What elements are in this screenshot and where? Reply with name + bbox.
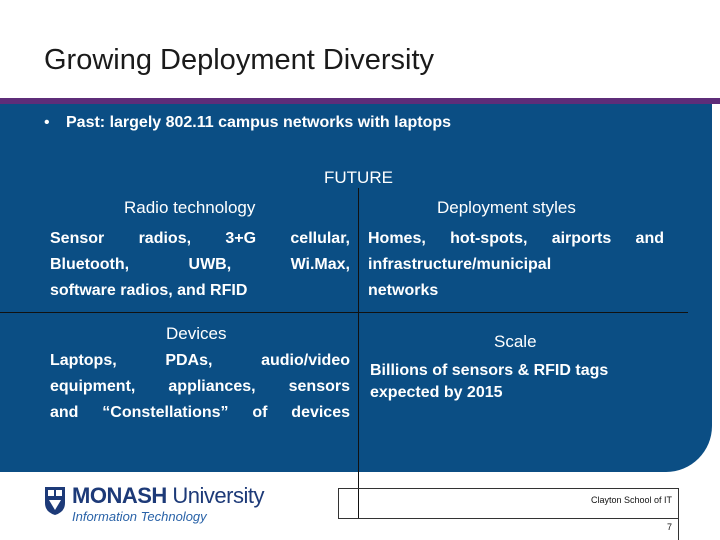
footer-frame xyxy=(338,488,679,519)
content-panel xyxy=(0,104,712,472)
slide-title: Growing Deployment Diversity xyxy=(44,44,435,76)
deployment-line-3: networks xyxy=(368,282,439,299)
vertical-divider xyxy=(358,188,359,518)
deployment-body: Homes, hot-spots, airports and infrastru… xyxy=(368,226,664,304)
scale-heading: Scale xyxy=(494,332,537,351)
deployment-heading: Deployment styles xyxy=(437,198,576,217)
school-label: Clayton School of IT xyxy=(590,495,672,505)
past-bullet-text: Past: largely 802.11 campus networks wit… xyxy=(66,114,452,131)
deployment-line-2: infrastructure/municipal xyxy=(368,256,552,273)
scale-line-1: Billions of sensors & RFID tags xyxy=(370,362,609,379)
logo-brand-bold: MONASH xyxy=(72,483,167,508)
bullet-icon: • xyxy=(44,114,50,131)
footer-frame-right xyxy=(678,488,679,540)
future-label: FUTURE xyxy=(324,168,393,187)
radio-line-3: software radios, and RFID xyxy=(50,282,248,299)
radio-heading: Radio technology xyxy=(124,198,256,217)
footer-frame-bottom xyxy=(338,518,678,519)
scale-body: Billions of sensors & RFID tags expected… xyxy=(370,358,666,406)
deployment-line-1: Homes, hot-spots, airports and xyxy=(368,230,664,247)
radio-line-2: Bluetooth, UWB, Wi.Max, xyxy=(50,256,350,273)
radio-body: Sensor radios, 3+G cellular, Bluetooth, … xyxy=(50,226,350,304)
devices-line-1: Laptops, PDAs, audio/video xyxy=(50,352,350,369)
crest-icon xyxy=(45,487,65,515)
horizontal-divider xyxy=(0,312,688,313)
devices-line-3: and “Constellations” of devices xyxy=(50,404,350,421)
logo-wordmark: MONASH University xyxy=(72,483,264,509)
scale-line-2: expected by 2015 xyxy=(370,384,503,401)
devices-line-2: equipment, appliances, sensors xyxy=(50,378,350,395)
logo-subtitle: Information Technology xyxy=(72,509,207,524)
accent-bar xyxy=(0,98,720,104)
devices-body: Laptops, PDAs, audio/video equipment, ap… xyxy=(50,348,350,426)
devices-heading: Devices xyxy=(166,324,227,343)
radio-line-1: Sensor radios, 3+G cellular, xyxy=(50,230,350,247)
logo-brand-regular: University xyxy=(166,483,264,508)
past-bullet: • Past: largely 802.11 campus networks wi… xyxy=(44,114,451,132)
page-number: 7 xyxy=(666,522,672,532)
